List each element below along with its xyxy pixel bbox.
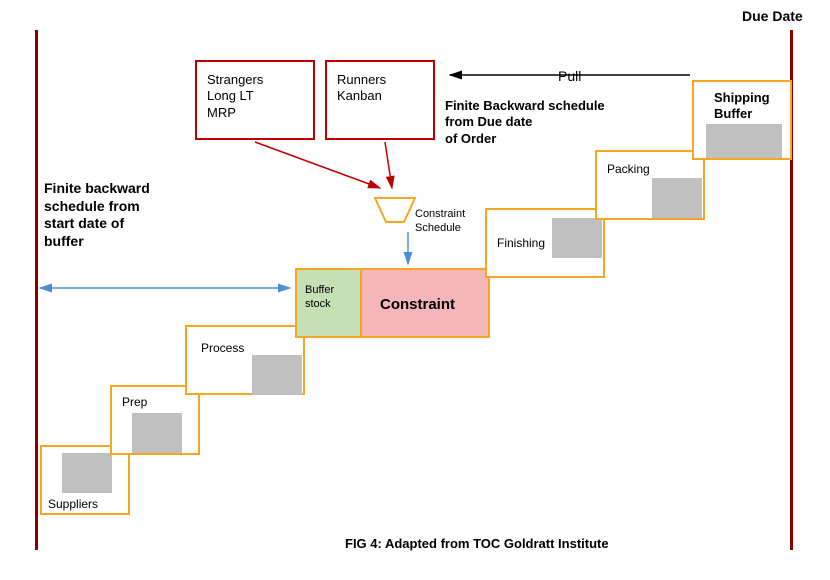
arrow-runners_down — [385, 142, 392, 188]
topbox-runners-label: RunnersKanban — [337, 72, 386, 105]
step-finishing: Finishing — [485, 208, 605, 278]
step-bufferstock-label: Bufferstock — [305, 284, 334, 312]
step-finishing-label: Finishing — [497, 236, 545, 251]
due-date-label: Due Date — [742, 8, 803, 26]
step-suppliers-fill — [62, 453, 112, 493]
step-process-fill — [252, 355, 302, 395]
step-shipping: ShippingBuffer — [692, 80, 792, 160]
step-process: Process — [185, 325, 305, 395]
step-finishing-fill — [552, 218, 602, 258]
step-bufferstock: Bufferstock — [295, 268, 365, 338]
funnel-icon — [375, 198, 415, 222]
step-shipping-label: ShippingBuffer — [714, 90, 770, 123]
step-suppliers-label: Suppliers — [48, 497, 98, 512]
step-shipping-fill — [706, 124, 782, 158]
step-prep-label: Prep — [122, 395, 147, 410]
step-process-label: Process — [201, 341, 244, 356]
figure-caption: FIG 4: Adapted from TOC Goldratt Institu… — [345, 536, 609, 552]
step-suppliers: Suppliers — [40, 445, 130, 515]
arrow-strangers_down — [255, 142, 380, 188]
callout-pull: Pull — [558, 68, 618, 86]
callout-right_schedule: Finite Backward schedulefrom Due dateof … — [445, 98, 665, 147]
topbox-strangers: StrangersLong LTMRP — [195, 60, 315, 140]
step-prep: Prep — [110, 385, 200, 455]
step-prep-fill — [132, 413, 182, 453]
step-packing: Packing — [595, 150, 705, 220]
callout-constraint_sched: ConstraintSchedule — [415, 208, 495, 236]
step-constraint-label: Constraint — [380, 296, 455, 315]
step-packing-label: Packing — [607, 162, 650, 177]
topbox-runners: RunnersKanban — [325, 60, 435, 140]
left-border-line — [35, 30, 38, 550]
step-packing-fill — [652, 178, 702, 218]
step-constraint: Constraint — [360, 268, 490, 338]
topbox-strangers-label: StrangersLong LTMRP — [207, 72, 263, 121]
callout-left_schedule: Finite backwardschedule fromstart date o… — [44, 180, 244, 250]
